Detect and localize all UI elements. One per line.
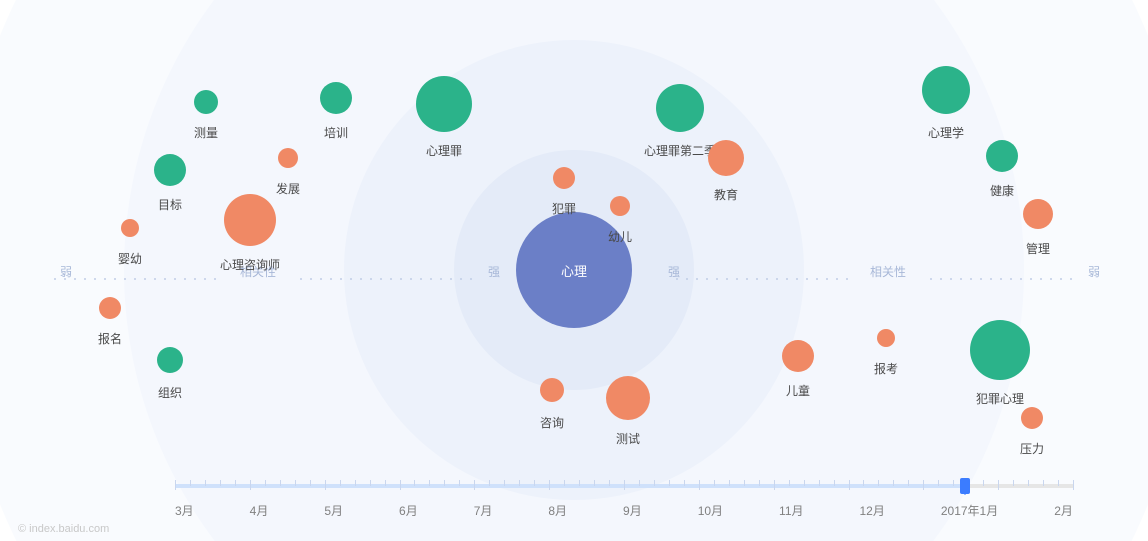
axis-label: 弱 — [1088, 263, 1100, 280]
month-label: 9月 — [623, 502, 642, 519]
timeline[interactable] — [175, 480, 1073, 490]
keyword-label: 心理罪第二季 — [644, 142, 716, 159]
keyword-label: 教育 — [714, 186, 738, 203]
keyword-node[interactable] — [782, 340, 814, 372]
watermark: © index.baidu.com — [18, 523, 109, 535]
keyword-node[interactable] — [986, 140, 1018, 172]
axis-label: 强 — [488, 263, 500, 280]
keyword-node[interactable] — [224, 194, 276, 246]
keyword-node[interactable] — [553, 167, 575, 189]
keyword-node[interactable] — [157, 347, 183, 373]
keyword-label: 心理罪 — [426, 142, 462, 159]
keyword-label: 报名 — [98, 330, 122, 347]
keyword-node[interactable] — [606, 376, 650, 420]
month-label: 2月 — [1054, 502, 1073, 519]
month-label: 2017年1月 — [941, 502, 998, 519]
month-label: 8月 — [548, 502, 567, 519]
keyword-label: 心理学 — [928, 124, 964, 141]
keyword-label: 咨询 — [540, 414, 564, 431]
keyword-node[interactable] — [121, 219, 139, 237]
keyword-label: 发展 — [276, 180, 300, 197]
keyword-node[interactable] — [656, 84, 704, 132]
keyword-node[interactable] — [708, 140, 744, 176]
month-label: 6月 — [399, 502, 418, 519]
keyword-node[interactable] — [877, 329, 895, 347]
month-label: 11月 — [779, 502, 803, 519]
keyword-node[interactable] — [1023, 199, 1053, 229]
keyword-node[interactable] — [922, 66, 970, 114]
month-label: 12月 — [860, 502, 885, 519]
keyword-label: 幼儿 — [608, 228, 632, 245]
keyword-node[interactable] — [320, 82, 352, 114]
month-label: 5月 — [324, 502, 343, 519]
keyword-node[interactable] — [610, 196, 630, 216]
month-label: 10月 — [698, 502, 723, 519]
keyword-label: 犯罪 — [552, 200, 576, 217]
axis-label: 强 — [668, 263, 680, 280]
timeline-fill — [175, 484, 965, 488]
keyword-label: 组织 — [158, 384, 182, 401]
keyword-label: 测量 — [194, 124, 218, 141]
keyword-label: 犯罪心理 — [976, 390, 1024, 407]
month-label: 4月 — [250, 502, 269, 519]
keyword-node[interactable] — [1021, 407, 1043, 429]
keyword-label: 目标 — [158, 196, 182, 213]
keyword-node[interactable] — [540, 378, 564, 402]
keyword-label: 管理 — [1026, 240, 1050, 257]
timeline-handle[interactable] — [960, 478, 970, 494]
axis-label: 弱 — [60, 263, 72, 280]
bubble-chart: 弱相关性强强相关性弱心理测量目标婴幼报名组织心理咨询师发展培训心理罪犯罪幼儿心理… — [0, 30, 1148, 470]
keyword-label: 婴幼 — [118, 250, 142, 267]
keyword-node[interactable] — [194, 90, 218, 114]
keyword-node[interactable] — [416, 76, 472, 132]
keyword-node[interactable] — [99, 297, 121, 319]
keyword-label: 儿童 — [786, 382, 810, 399]
month-label: 7月 — [474, 502, 493, 519]
keyword-label: 报考 — [874, 360, 898, 377]
timeline-months: 3月 4月 5月 6月 7月 8月 9月 10月 11月 12月 2017年1月 2月 — [175, 502, 1073, 519]
keyword-label: 测试 — [616, 430, 640, 447]
keyword-node[interactable] — [278, 148, 298, 168]
axis-label: 相关性 — [870, 263, 906, 280]
keyword-label: 心理咨询师 — [220, 256, 280, 273]
keyword-node[interactable] — [154, 154, 186, 186]
keyword-label: 压力 — [1020, 440, 1044, 457]
month-label: 3月 — [175, 502, 194, 519]
keyword-label: 培训 — [324, 124, 348, 141]
keyword-node[interactable] — [970, 320, 1030, 380]
keyword-label: 健康 — [990, 182, 1014, 199]
